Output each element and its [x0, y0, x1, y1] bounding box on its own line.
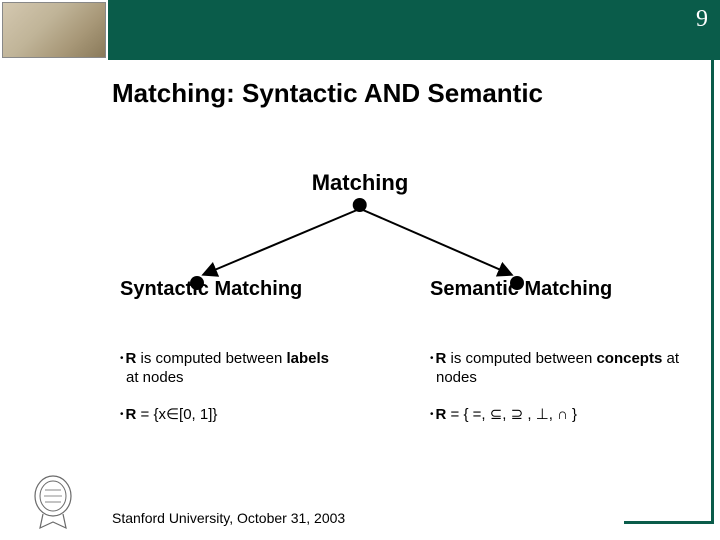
tree-diagram: Matching Syntactic Matching Semantic Mat…	[0, 170, 720, 340]
page-number: 9	[696, 6, 708, 33]
right-node: Semantic Matching	[430, 278, 612, 301]
thumbnail-image	[2, 2, 106, 58]
columns: •R is computed between labels at nodes •…	[0, 350, 720, 442]
right-margin-foot	[624, 521, 714, 524]
root-label: Matching	[312, 170, 409, 196]
right-node-label: Semantic Matching	[430, 278, 612, 301]
right-margin-rule	[711, 60, 714, 522]
right-bullet-2: •R = { =, ⊆, ⊇ , ⊥, ∩ }	[430, 406, 700, 425]
left-bullet-1: •R is computed between labels at nodes	[120, 350, 340, 388]
right-bullet-1: •R is computed between concepts at nodes	[430, 350, 700, 388]
left-node: Syntactic Matching	[120, 278, 302, 301]
seal-icon	[30, 474, 76, 530]
footer-text: Stanford University, October 31, 2003	[112, 510, 345, 526]
right-column: •R is computed between concepts at nodes…	[360, 350, 720, 442]
left-column: •R is computed between labels at nodes •…	[0, 350, 360, 442]
header-bar: 9	[108, 0, 720, 60]
left-bullet-2: •R = {x∈[0, 1]}	[120, 406, 340, 425]
left-node-label: Syntactic Matching	[120, 278, 302, 301]
slide-title: Matching: Syntactic AND Semantic	[112, 78, 543, 109]
